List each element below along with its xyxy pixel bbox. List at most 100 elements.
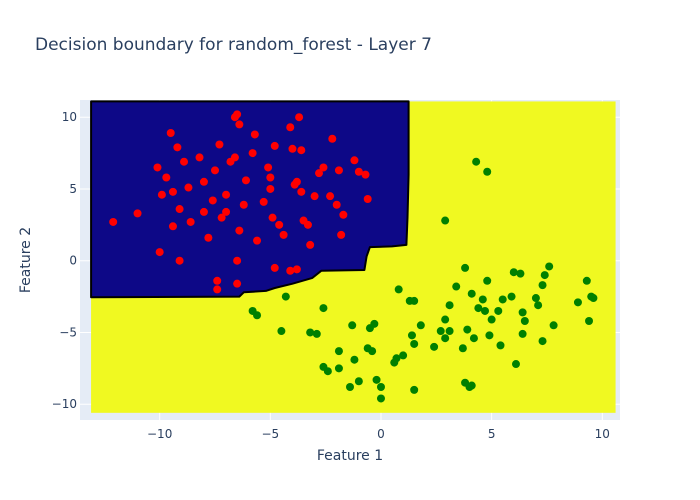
point-class-1: [478, 295, 487, 304]
x-tick-label: −5: [261, 427, 279, 441]
point-class-0: [233, 256, 242, 265]
point-class-0: [222, 190, 231, 199]
data-points: [109, 110, 598, 403]
point-class-0: [173, 143, 182, 152]
point-class-1: [334, 347, 343, 356]
point-class-0: [175, 256, 184, 265]
point-class-1: [538, 281, 547, 290]
y-tick-label: 0: [69, 254, 77, 268]
point-class-1: [346, 382, 354, 391]
point-class-0: [208, 196, 217, 205]
point-class-0: [303, 220, 312, 229]
point-class-1: [496, 341, 505, 350]
point-class-1: [394, 285, 403, 294]
point-class-1: [509, 268, 518, 277]
point-class-1: [334, 364, 343, 373]
point-class-0: [354, 167, 363, 176]
point-class-1: [518, 329, 527, 338]
point-class-0: [337, 230, 346, 239]
point-class-1: [376, 394, 385, 403]
point-class-0: [133, 209, 142, 218]
point-class-0: [286, 123, 295, 132]
point-class-0: [162, 173, 171, 182]
point-class-0: [292, 177, 301, 186]
point-class-0: [109, 217, 118, 226]
point-class-1: [507, 292, 516, 301]
point-class-1: [441, 216, 450, 225]
point-class-1: [545, 262, 554, 271]
point-class-0: [211, 166, 219, 175]
point-class-0: [363, 195, 372, 204]
point-class-0: [326, 192, 335, 201]
point-class-1: [461, 263, 470, 272]
point-class-1: [370, 319, 379, 328]
point-class-0: [199, 177, 208, 186]
point-class-1: [467, 381, 476, 390]
point-class-1: [407, 331, 416, 340]
point-class-1: [481, 306, 489, 315]
point-class-1: [474, 304, 483, 313]
point-class-1: [416, 321, 425, 330]
point-class-0: [315, 169, 324, 178]
point-class-1: [472, 157, 481, 166]
point-class-1: [306, 328, 315, 337]
point-class-0: [213, 276, 222, 285]
point-class-1: [319, 304, 328, 313]
point-class-0: [222, 207, 231, 216]
point-class-1: [463, 325, 472, 334]
point-class-0: [292, 265, 301, 274]
x-axis-label: Feature 1: [317, 448, 383, 464]
point-class-1: [372, 375, 381, 384]
point-class-0: [175, 205, 184, 214]
point-class-0: [328, 134, 337, 143]
point-class-1: [376, 382, 385, 391]
x-ticks: −10 −5 0 5 10: [147, 427, 610, 441]
point-class-0: [204, 233, 213, 242]
point-class-1: [538, 337, 547, 346]
point-class-0: [230, 153, 239, 162]
point-class-0: [241, 176, 250, 185]
point-class-0: [295, 113, 304, 122]
point-class-1: [452, 282, 461, 291]
point-class-0: [286, 266, 295, 275]
point-class-0: [248, 149, 257, 158]
point-class-1: [483, 276, 492, 285]
point-class-1: [350, 355, 359, 364]
point-class-0: [239, 200, 248, 209]
point-class-0: [334, 166, 343, 175]
point-class-1: [494, 306, 503, 315]
point-class-1: [520, 316, 529, 325]
point-class-0: [339, 210, 348, 219]
point-class-0: [306, 240, 315, 249]
point-class-0: [235, 226, 244, 235]
point-class-1: [483, 167, 492, 176]
x-tick-label: −10: [147, 427, 172, 441]
y-tick-label: 10: [62, 110, 77, 124]
point-class-1: [582, 276, 591, 285]
point-class-1: [445, 301, 454, 310]
point-class-0: [297, 187, 306, 196]
point-class-1: [518, 308, 527, 317]
point-class-1: [277, 327, 286, 336]
point-class-0: [168, 222, 177, 231]
point-class-1: [531, 294, 540, 303]
point-class-1: [312, 329, 321, 338]
point-class-0: [168, 187, 177, 196]
point-class-0: [288, 144, 297, 153]
point-class-1: [458, 344, 467, 353]
point-class-0: [310, 192, 319, 201]
point-class-0: [250, 130, 259, 139]
point-class-1: [410, 385, 419, 394]
point-class-1: [354, 377, 363, 386]
point-class-1: [516, 269, 525, 278]
point-class-0: [268, 213, 277, 222]
point-class-1: [485, 331, 494, 340]
point-class-1: [410, 296, 419, 305]
point-class-1: [469, 334, 478, 343]
point-class-0: [259, 197, 268, 206]
point-class-1: [253, 311, 262, 320]
point-class-0: [270, 263, 279, 272]
point-class-0: [361, 170, 370, 179]
point-class-0: [264, 163, 273, 172]
